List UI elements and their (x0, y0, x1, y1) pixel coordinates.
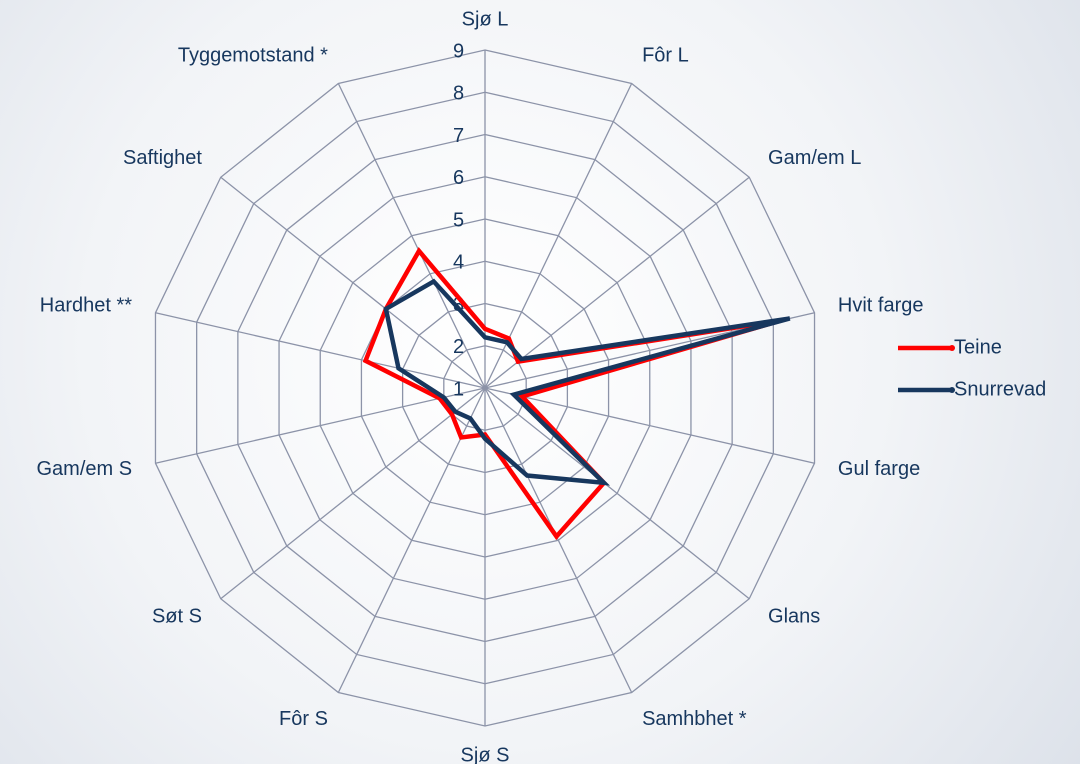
r-tick-label: 8 (453, 83, 464, 105)
category-label: Hvit farge (838, 294, 924, 316)
spoke (155, 387, 486, 464)
spoke (484, 176, 750, 389)
category-label: Sjø L (462, 8, 509, 30)
spoke (220, 176, 486, 389)
category-label: Saftighet (123, 147, 202, 169)
category-label: Gam/em S (36, 458, 132, 480)
category-label: Sjø S (461, 744, 510, 764)
r-tick-label: 7 (453, 125, 464, 147)
category-label: Samhbhet * (642, 708, 747, 730)
r-tick-label: 3 (453, 294, 464, 316)
r-tick-label: 4 (453, 252, 464, 274)
r-tick-label: 2 (453, 336, 464, 358)
legend-marker (949, 387, 955, 393)
category-label: Tyggemotstand * (178, 45, 328, 67)
category-label: Gul farge (838, 458, 920, 480)
spoke (484, 387, 633, 693)
spoke (337, 387, 486, 693)
spoke (484, 387, 750, 600)
spoke (484, 387, 815, 464)
series-line (362, 247, 783, 541)
category-label: Fôr S (279, 708, 328, 730)
category-label: Gam/em L (768, 147, 861, 169)
category-label: Søt S (152, 606, 202, 628)
legend-label: Snurrevad (954, 378, 1046, 400)
r-tick-label: 1 (453, 378, 464, 400)
category-label: Glans (768, 606, 820, 628)
r-tick-label: 9 (453, 40, 464, 62)
r-tick-label: 5 (453, 209, 464, 231)
r-tick-label: 6 (453, 167, 464, 189)
category-label: Fôr L (642, 45, 689, 67)
legend-label: Teine (954, 336, 1002, 358)
category-label: Hardhet ** (40, 294, 132, 316)
spoke (337, 83, 486, 389)
series-line (383, 278, 791, 486)
spoke (155, 312, 486, 389)
spoke (220, 387, 486, 600)
legend-marker (949, 345, 955, 351)
